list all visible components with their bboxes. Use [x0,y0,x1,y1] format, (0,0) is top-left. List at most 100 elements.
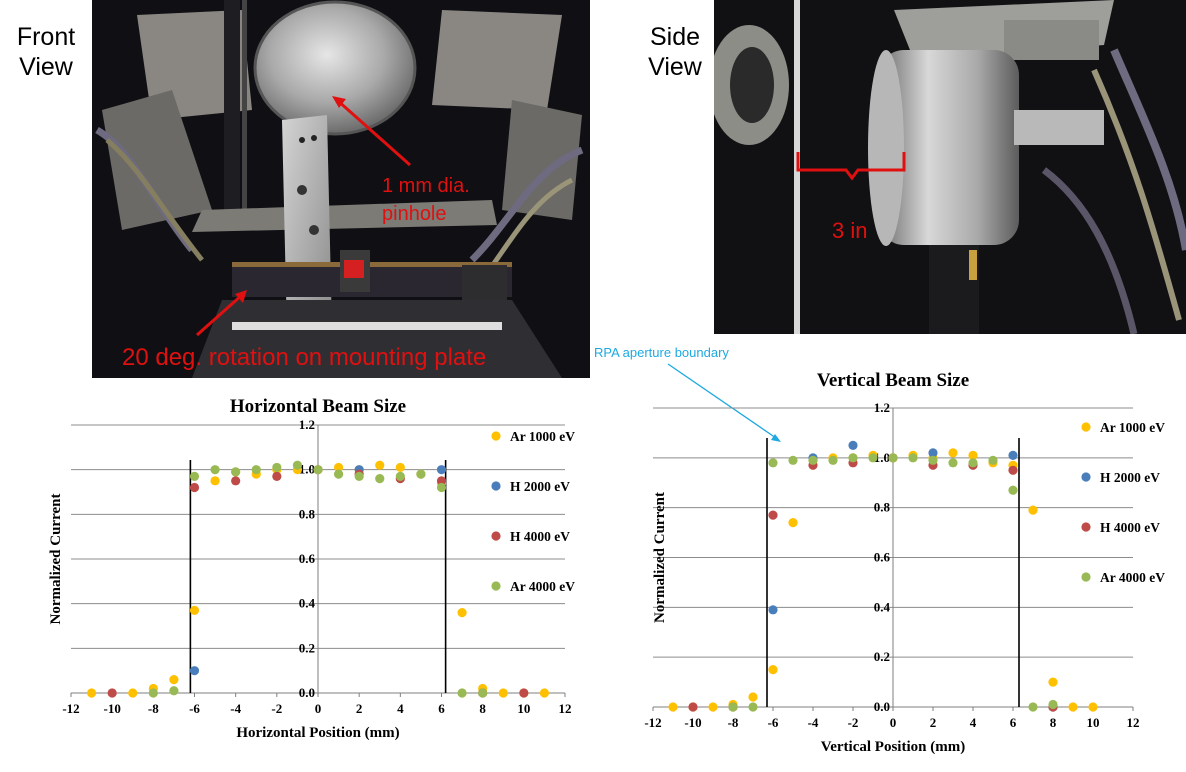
data-point [948,458,958,468]
data-point [107,688,117,698]
data-point [354,471,364,481]
data-point [210,465,220,475]
data-point [231,467,241,477]
front-view-photo: 1 mm dia. pinhole 20 deg. rotation on mo… [92,0,590,378]
y-tick-label: 0.8 [299,506,316,521]
data-point [1048,699,1058,710]
data-point [539,688,550,698]
vertical-beam-size-chart: Vertical Beam Size 0.0 0.2 0.4 0.6 0.8 1.0 1.2 -… [644,370,1165,755]
y-tick-label: 1.2 [874,400,890,415]
data-point [788,518,798,528]
data-point [313,465,323,475]
legend-marker [491,531,501,541]
front-view-label: Front View [16,23,76,81]
data-point [988,455,998,465]
x-tick-label: -6 [768,715,779,730]
data-point [888,453,898,463]
x-tick-label: -6 [189,701,200,716]
data-point [1028,505,1038,515]
data-point [272,462,282,473]
data-point [1088,702,1098,712]
legend-marker [1081,522,1091,532]
legend-entry: Ar 1000 eV [1100,420,1165,435]
legend-entry: H 4000 eV [1100,520,1160,535]
data-point [292,460,303,470]
x-tick-label: 0 [890,715,897,730]
data-point [457,688,467,698]
data-point [768,510,778,520]
x-tick-label: -4 [808,715,819,730]
data-point [708,702,718,712]
x-tick-label: 12 [559,701,572,716]
rotation-label: 20 deg. rotation on mounting plate [122,344,486,371]
data-point [375,460,385,470]
data-point [788,455,798,465]
data-point [1048,677,1058,687]
chart-title: Horizontal Beam Size [230,396,406,417]
x-tick-label: 8 [1050,715,1057,730]
data-point [1008,485,1018,495]
x-axis-title: Vertical Position (mm) [821,739,965,755]
chart-title: Vertical Beam Size [817,370,969,391]
data-point [189,605,200,615]
data-point [169,686,179,696]
data-point [1008,450,1018,460]
data-point [688,702,698,712]
legend-marker [491,481,501,491]
pinhole-label-line1: 1 mm dia. [382,175,470,197]
data-point [768,605,778,615]
x-tick-label: 8 [479,701,486,716]
data-point [189,482,200,493]
data-point [436,482,447,493]
data-point [848,453,858,463]
data-point [519,688,529,698]
x-tick-label: 12 [1127,715,1140,730]
legend-entry: H 2000 eV [1100,470,1160,485]
x-tick-label: -10 [103,701,120,716]
data-point [416,469,426,479]
horizontal-beam-size-chart: Horizontal Beam Size 0.0 0.2 0.4 0.6 0.8 1.0 1.… [48,396,575,741]
data-point [728,702,738,712]
x-tick-label: -10 [684,715,701,730]
x-tick-label: -8 [148,701,159,716]
y-axis-title: Normalized Current [652,492,668,623]
dimension-label: 3 in [832,218,867,243]
data-point [968,450,978,460]
legend-entry: H 2000 eV [510,479,570,494]
x-tick-label: 6 [1010,715,1017,730]
data-point [498,688,508,698]
data-point [272,471,282,481]
data-point [231,476,241,486]
rpa-boundary-label: RPA aperture boundary [594,345,729,360]
data-point [668,702,678,712]
y-tick-label: 0.0 [299,685,315,700]
x-tick-label: -4 [230,701,241,716]
x-axis-title: Horizontal Position (mm) [236,725,399,741]
data-point [333,462,344,473]
y-tick-label: 0.4 [299,596,316,611]
data-point [868,453,878,463]
legend-marker [1081,422,1091,432]
y-tick-label: 0.6 [299,551,316,566]
x-tick-label: 2 [356,701,363,716]
rotation-arrow [196,293,243,337]
y-tick-label: 1.2 [299,417,315,432]
data-point [1028,702,1038,712]
data-point [189,666,200,676]
data-point [169,675,179,685]
y-tick-label: 1.0 [299,462,315,477]
x-tick-label: 10 [1087,715,1100,730]
data-point [968,458,978,468]
x-tick-label: -12 [644,715,661,730]
y-tick-label: 0.2 [299,640,315,655]
y-axis-title: Normalized Current [48,494,64,625]
legend-entry: Ar 4000 eV [1100,570,1165,585]
data-point [457,608,467,618]
data-point [436,476,447,486]
y-tick-label: 0.6 [874,550,891,565]
x-tick-label: -2 [848,715,859,730]
data-point [748,702,758,712]
pinhole-label-line2: pinhole [382,203,447,225]
pinhole-arrow [336,98,411,167]
